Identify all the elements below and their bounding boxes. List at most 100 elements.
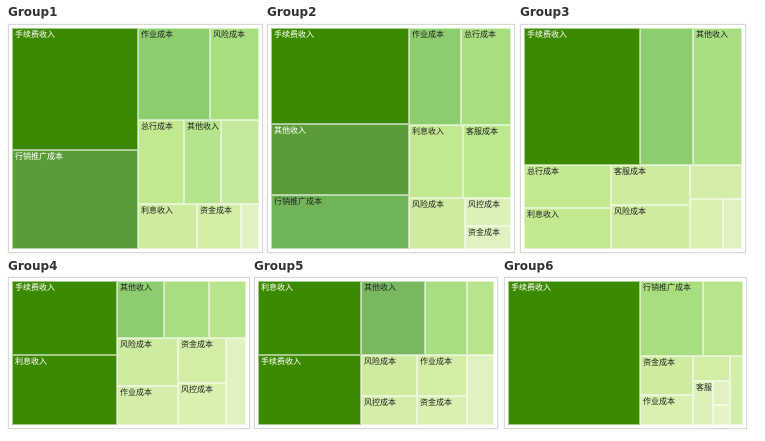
treemap-cell-手续费收入[interactable]: 手续费收入 — [508, 281, 640, 425]
treemap-cell-资金成本[interactable]: 资金成本 — [178, 338, 226, 383]
treemap-cell-风险成本[interactable]: 风险成本 — [117, 338, 178, 386]
treemap-cell-label: 客服成本 — [614, 167, 646, 176]
treemap-plot-area: 手续费收入 其他收入行销推广成本 作业成本 总行成本利息收入 客服成本风险成本 风控成本资… — [271, 28, 511, 249]
treemap-cell-label: 风险成本 — [364, 357, 396, 366]
treemap-cell-label: 资金成本 — [200, 206, 232, 215]
chart-title: Group4 — [8, 259, 58, 273]
treemap-cell-手续费收入[interactable]: 手续费收入 — [12, 28, 138, 150]
treemap-cell[interactable] — [467, 281, 494, 355]
treemap-cell-作业成本[interactable]: 作业成本 — [409, 28, 461, 125]
treemap-cell-其他收入[interactable]: 其他收入 — [361, 281, 425, 355]
treemap-cell-利息收入[interactable]: 利息收入 — [258, 281, 361, 355]
treemap-cell-资金成本[interactable]: 资金成本 — [197, 204, 241, 249]
treemap-cell[interactable] — [713, 405, 730, 425]
treemap-cell-手续费收入[interactable]: 手续费收入 — [258, 355, 361, 425]
treemap-cell-作业成本[interactable]: 作业成本 — [117, 386, 178, 425]
treemap-cell-label: 手续费收入 — [15, 283, 55, 292]
treemap-cell-label: 其他收入 — [120, 283, 152, 292]
treemap-cell-总行成本[interactable]: 总行成本 — [461, 28, 511, 125]
treemap-cell-手续费收入[interactable]: 手续费收入 — [271, 28, 409, 124]
treemap-cell-行销推广成本[interactable]: 行销推广成本 — [12, 150, 138, 249]
treemap-cell-label: 其他收入 — [187, 122, 219, 131]
treemap-cell-label: 作业成本 — [141, 30, 173, 39]
treemap-cell-资金成本[interactable]: 资金成本 — [640, 356, 693, 395]
treemap-cell[interactable] — [164, 281, 209, 338]
treemap-cell[interactable] — [730, 356, 743, 425]
treemap-cell-资金成本[interactable]: 资金成本 — [465, 226, 511, 249]
treemap-cell-label: 其他收入 — [696, 30, 728, 39]
treemap-cell-利息收入[interactable]: 利息收入 — [524, 208, 611, 249]
treemap-cell-风控成本[interactable]: 风控成本 — [465, 198, 511, 226]
treemap-cell[interactable] — [241, 204, 259, 249]
treemap-cell-label: 风险成本 — [213, 30, 245, 39]
treemap-cell-其他收入[interactable]: 其他收入 — [117, 281, 164, 338]
treemap-cell[interactable] — [209, 281, 246, 338]
treemap-cell-手续费收入[interactable]: 手续费收入 — [524, 28, 640, 165]
chart-title: Group1 — [8, 5, 58, 19]
treemap-cell-客服成本[interactable]: 客服成本 — [693, 381, 713, 425]
treemap-cell[interactable] — [221, 120, 259, 204]
treemap-cell-行销推广成本[interactable]: 行销推广成本 — [271, 195, 409, 249]
treemap-cell-其他收入[interactable]: 其他收入 — [184, 120, 221, 204]
treemap-frame: 利息收入手续费收入 其他收入风险成本风控成本 作业成本资金成本 — [254, 277, 498, 429]
treemap-cell-利息收入[interactable]: 利息收入 — [138, 204, 197, 249]
treemap-cell-总行成本[interactable]: 总行成本 — [138, 120, 184, 204]
treemap-cell-label: 行销推广成本 — [274, 197, 322, 206]
treemap-frame: 手续费收入 其他收入行销推广成本 作业成本 总行成本利息收入 客服成本风险成本 风控成本资… — [267, 24, 515, 253]
treemap-cell-风控成本[interactable]: 风控成本 — [361, 396, 417, 425]
treemap-cell-label: 资金成本 — [181, 340, 213, 349]
treemap-cell-label: 利息收入 — [15, 357, 47, 366]
treemap-cell-其他收入[interactable]: 其他收入 — [693, 28, 742, 165]
treemap-cell[interactable] — [467, 355, 494, 425]
treemap-cell[interactable] — [690, 165, 742, 199]
treemap-cell-label: 总行成本 — [464, 30, 496, 39]
treemap-cell-行销推广成本[interactable]: 行销推广成本 — [640, 281, 703, 356]
treemap-cell-label: 风控成本 — [468, 200, 500, 209]
treemap-cell-label: 资金成本 — [468, 228, 500, 237]
treemap-cell[interactable] — [703, 281, 743, 356]
treemap-cell-label: 风险成本 — [614, 207, 646, 216]
treemap-cell-作业成本[interactable]: 作业成本 — [417, 355, 467, 396]
treemap-cell-label: 手续费收入 — [511, 283, 551, 292]
treemap-cell-label: 作业成本 — [643, 397, 675, 406]
treemap-cell-作业成本[interactable]: 作业成本 — [640, 395, 693, 425]
treemap-cell[interactable] — [713, 381, 730, 405]
chart-title: Group3 — [520, 5, 570, 19]
chart-title: Group6 — [504, 259, 554, 273]
treemap-cell-手续费收入[interactable]: 手续费收入 — [12, 281, 117, 355]
treemap-cell-label: 手续费收入 — [527, 30, 567, 39]
treemap-cell-其他收入[interactable]: 其他收入 — [271, 124, 409, 195]
treemap-frame: 手续费收入利息收入 其他收入风险成本作业成本 资金成本风控成本 — [8, 277, 250, 429]
treemap-cell-风险成本[interactable]: 风险成本 — [210, 28, 259, 120]
treemap-cell[interactable] — [226, 338, 246, 425]
treemap-cell-label: 资金成本 — [420, 398, 452, 407]
treemap-cell-风险成本[interactable]: 风险成本 — [611, 205, 690, 249]
treemap-cell-客服成本[interactable]: 客服成本 — [463, 125, 511, 198]
treemap-cell[interactable] — [693, 356, 730, 381]
treemap-cell-label: 风险成本 — [120, 340, 152, 349]
treemap-cell-label: 风险成本 — [412, 200, 444, 209]
treemap-cell[interactable] — [723, 199, 742, 249]
treemap-cell-label: 作业成本 — [420, 357, 452, 366]
treemap-cell-风控成本[interactable]: 风控成本 — [178, 383, 226, 425]
treemap-cell-风险成本[interactable]: 风险成本 — [361, 355, 417, 396]
treemap-cell-作业成本[interactable]: 作业成本 — [138, 28, 210, 120]
treemap-cell[interactable] — [425, 281, 467, 355]
chart-title: Group5 — [254, 259, 304, 273]
treemap-cell-label: 利息收入 — [261, 283, 293, 292]
treemap-cell-客服成本[interactable]: 客服成本 — [611, 165, 690, 205]
treemap-plot-area: 手续费收入利息收入 其他收入风险成本作业成本 资金成本风控成本 — [12, 281, 246, 425]
treemap-cell-label: 其他收入 — [364, 283, 396, 292]
treemap-cell-label: 手续费收入 — [15, 30, 55, 39]
treemap-cell-风险成本[interactable]: 风险成本 — [409, 198, 465, 249]
treemap-cell-label: 利息收入 — [527, 210, 559, 219]
treemap-cell-label: 资金成本 — [643, 358, 675, 367]
treemap-cell-利息收入[interactable]: 利息收入 — [409, 125, 463, 198]
treemap-cell-利息收入[interactable]: 利息收入 — [12, 355, 117, 425]
treemap-cell[interactable] — [690, 199, 723, 249]
treemap-cell-资金成本[interactable]: 资金成本 — [417, 396, 467, 425]
treemap-cell-label: 利息收入 — [141, 206, 173, 215]
treemap-cell[interactable] — [640, 28, 693, 165]
treemap-cell-总行成本[interactable]: 总行成本 — [524, 165, 611, 208]
